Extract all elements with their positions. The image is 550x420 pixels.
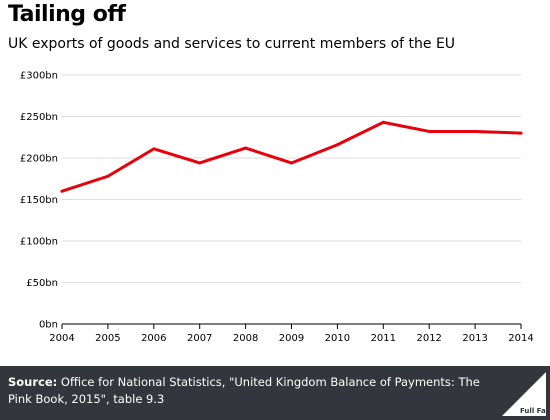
data-point bbox=[106, 174, 110, 178]
axes bbox=[61, 323, 522, 329]
data-point bbox=[519, 131, 523, 135]
chart-subtitle: UK exports of goods and services to curr… bbox=[8, 36, 456, 52]
x-tick-label: 2014 bbox=[508, 333, 533, 344]
y-tick-label: £100bn bbox=[20, 237, 58, 248]
y-tick-label: £200bn bbox=[20, 154, 58, 165]
x-tick-label: 2008 bbox=[233, 333, 258, 344]
source-label: Source: bbox=[8, 375, 58, 389]
data-point bbox=[381, 120, 385, 124]
data-point bbox=[290, 161, 293, 165]
data-point bbox=[152, 147, 156, 151]
tick-labels: 0bn £50bn £100bn £150bn £200bn £250bn £300bn 20… bbox=[20, 71, 534, 345]
x-tick-label: 2013 bbox=[462, 333, 487, 344]
x-tick-label: 2005 bbox=[95, 333, 120, 344]
source-note: Source: Office for National Statistics, … bbox=[8, 374, 488, 408]
data-point bbox=[244, 146, 248, 150]
x-tick-label: 2006 bbox=[141, 333, 166, 344]
source-text: Office for National Statistics, "United … bbox=[8, 375, 480, 406]
y-tick-label: 0bn bbox=[39, 320, 58, 331]
y-tick-label: £250bn bbox=[20, 112, 58, 123]
data-point bbox=[335, 143, 339, 147]
data-point bbox=[427, 129, 431, 133]
y-tick-label: £300bn bbox=[20, 71, 58, 82]
footer: Source: Office for National Statistics, … bbox=[0, 366, 550, 420]
line-chart: 0bn £50bn £100bn £150bn £200bn £250bn £300bn 20… bbox=[20, 71, 534, 345]
y-tick-label: £150bn bbox=[20, 195, 58, 206]
chart-title: Tailing off bbox=[8, 2, 126, 27]
x-tick-label: 2007 bbox=[187, 333, 212, 344]
full-fact-logo: Full Fact bbox=[502, 372, 546, 416]
gridlines bbox=[62, 74, 521, 283]
data-point bbox=[60, 189, 64, 193]
x-tick-label: 2010 bbox=[325, 333, 350, 344]
series-layer bbox=[60, 120, 523, 193]
x-tick-label: 2009 bbox=[279, 333, 304, 344]
logo-text: Full Fact bbox=[520, 407, 546, 415]
x-tick-label: 2004 bbox=[49, 333, 74, 344]
data-point bbox=[198, 161, 202, 165]
data-point bbox=[473, 129, 477, 133]
y-tick-label: £50bn bbox=[26, 278, 58, 289]
x-tick-label: 2011 bbox=[371, 333, 396, 344]
series-line bbox=[60, 120, 523, 193]
x-tick-label: 2012 bbox=[416, 333, 441, 344]
